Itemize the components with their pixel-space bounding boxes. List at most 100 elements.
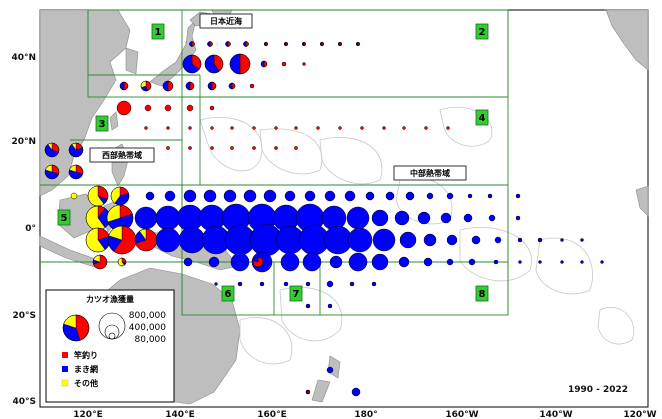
pie-slice (178, 226, 206, 254)
catch-pie (402, 126, 406, 130)
pie-slice (263, 60, 268, 68)
pie-slice (225, 41, 229, 47)
catch-pie (204, 54, 224, 74)
lon-label: 120°E (73, 410, 102, 419)
pie-slice (183, 189, 197, 203)
pie-slice (231, 82, 236, 90)
area-number-text: 3 (99, 119, 106, 130)
pie-slice (294, 126, 298, 130)
catch-pie (426, 192, 434, 200)
catch-pie (249, 83, 255, 89)
pie-slice (487, 193, 493, 199)
catch-pie (344, 190, 356, 202)
pie-slice (305, 281, 311, 287)
pie-slice (423, 257, 433, 267)
catch-pie (134, 228, 158, 252)
pie-slice (344, 190, 356, 202)
pie-slice (230, 252, 250, 272)
pie-slice (210, 146, 214, 150)
catch-pie (207, 41, 213, 47)
catch-pie (164, 104, 172, 112)
pie-outline (207, 41, 213, 47)
catch-pie (355, 41, 361, 47)
legend-item-purse: まき網 (74, 364, 98, 374)
catch-pie (182, 54, 202, 74)
catch-pie (162, 80, 174, 92)
catch-pie (326, 366, 334, 374)
catch-pie (117, 257, 127, 267)
pie-slice (424, 126, 428, 130)
area-number-5: 5 (57, 209, 71, 226)
pie-slice (463, 213, 473, 223)
pie-slice (243, 41, 247, 47)
catch-pie (208, 256, 220, 268)
pie-slice (365, 191, 375, 201)
catch-pie (230, 126, 234, 130)
catch-pie (467, 193, 473, 199)
catch-pies (44, 41, 604, 397)
pie-slice (230, 146, 234, 150)
pie-slice (446, 234, 458, 246)
catch-pie (85, 205, 111, 231)
pie-slice (227, 41, 231, 47)
pie-outline (44, 164, 60, 180)
lon-label: 180° (354, 410, 377, 419)
pie-slice (316, 126, 320, 130)
catch-pie (166, 126, 170, 130)
catch-pie (463, 213, 473, 223)
catch-pie (44, 142, 60, 158)
pie-slice (417, 211, 431, 225)
pie-outline (337, 41, 343, 47)
lon-labels: 120°E 140°E 160°E 180° 160°W 140°W 120°W (73, 410, 656, 419)
catch-pie (274, 146, 278, 150)
catch-pie (166, 146, 170, 150)
pie-slice (349, 281, 355, 287)
catch-pie (423, 233, 437, 247)
catch-pie (87, 185, 109, 207)
catch-pie (62, 314, 90, 342)
catch-pie (360, 126, 364, 130)
catch-pie (155, 205, 181, 231)
pie-slice (440, 212, 452, 224)
pie-slice (144, 126, 148, 130)
area-number-4: 4 (475, 109, 489, 126)
area-number-6: 6 (221, 285, 235, 302)
catch-pie (243, 41, 249, 47)
area-number-7: 7 (289, 285, 303, 302)
pie-slice (493, 259, 499, 265)
pie-outline (260, 60, 268, 68)
pie-slice (116, 100, 132, 116)
pie-slice (371, 253, 389, 271)
catch-pie (116, 100, 132, 116)
catch-pie (488, 214, 496, 222)
area-number-text: 5 (61, 213, 68, 224)
catch-pie (145, 191, 155, 201)
legend-swatch-pole (62, 352, 68, 358)
catch-pie (85, 227, 111, 253)
pie-slice (560, 238, 564, 242)
catch-pie (263, 41, 269, 47)
pie-slice (144, 104, 152, 112)
lat-label: 20°N (11, 137, 36, 147)
catch-pie (423, 257, 433, 267)
pie-slice (145, 191, 155, 201)
pie-slice (166, 126, 170, 130)
pie-outline (207, 81, 217, 91)
catch-pie (338, 126, 342, 130)
pie-slice (252, 146, 256, 150)
pie-slice (360, 126, 364, 130)
catch-pie (259, 281, 265, 287)
pie-slice (191, 41, 195, 47)
pie-slice (230, 126, 234, 130)
pie-outline (301, 41, 307, 47)
pie-outline (204, 54, 224, 74)
catch-pie (210, 126, 214, 130)
catch-pie (189, 41, 195, 47)
pie-outline (119, 81, 129, 91)
pie-slice (189, 41, 193, 47)
catch-pie (518, 260, 522, 264)
pie-slice (405, 191, 415, 201)
pie-outline (225, 41, 231, 47)
pie-outline (62, 314, 90, 342)
pie-slice (515, 215, 521, 221)
